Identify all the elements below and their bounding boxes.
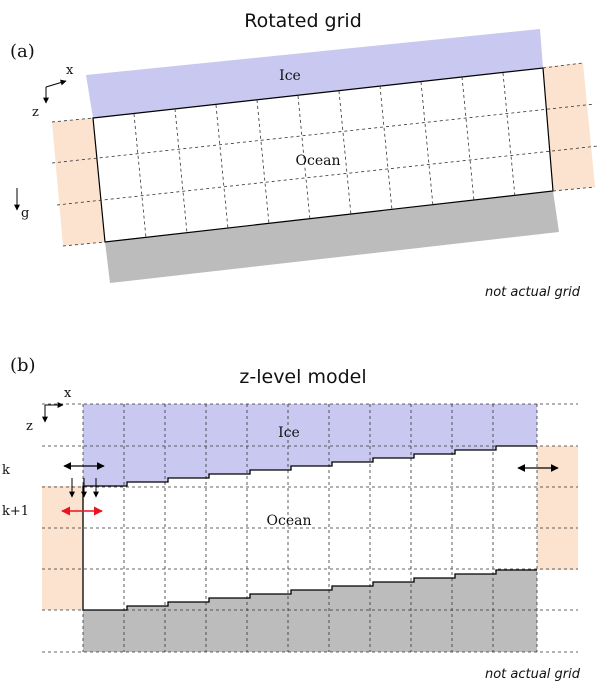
panel-b-label: (b) [10,355,36,376]
x-axis-label: x [66,63,74,78]
ice-region [86,29,543,118]
z-axis-label: z [32,105,39,120]
ice-label: Ice [278,425,300,441]
right-boundary-region [537,446,578,570]
panel-b: z-level model (b) [2,355,581,682]
ocean-boundary [82,445,537,611]
bedrock-region [105,191,559,283]
gravity-label: g [21,206,29,221]
panel-b-note: not actual grid [485,667,581,682]
panel-a: Rotated grid (a) [10,10,599,300]
z-level-grid [42,403,578,653]
ocean-label: Ocean [296,153,341,169]
right-boundary-region [542,63,595,191]
left-boundary-region [42,486,83,610]
panel-a-label: (a) [10,41,35,62]
ice-label: Ice [279,68,301,84]
ocean-label: Ocean [267,513,312,529]
x-axis-label: x [64,386,72,401]
bedrock-region [83,570,537,652]
z-axis-label: z [26,419,33,434]
ice-region [83,404,537,486]
left-boundary-region [52,118,105,246]
axes-indicator: x z [26,386,72,434]
rotated-grid [51,62,599,247]
level-k-label: k [2,463,10,478]
panel-a-title: Rotated grid [244,10,362,32]
x-axis-arrow [45,79,67,88]
axes-indicator: x z [32,63,74,120]
panel-a-note: not actual grid [485,285,581,300]
level-k1-label: k+1 [2,504,29,519]
panel-b-title: z-level model [239,366,366,388]
